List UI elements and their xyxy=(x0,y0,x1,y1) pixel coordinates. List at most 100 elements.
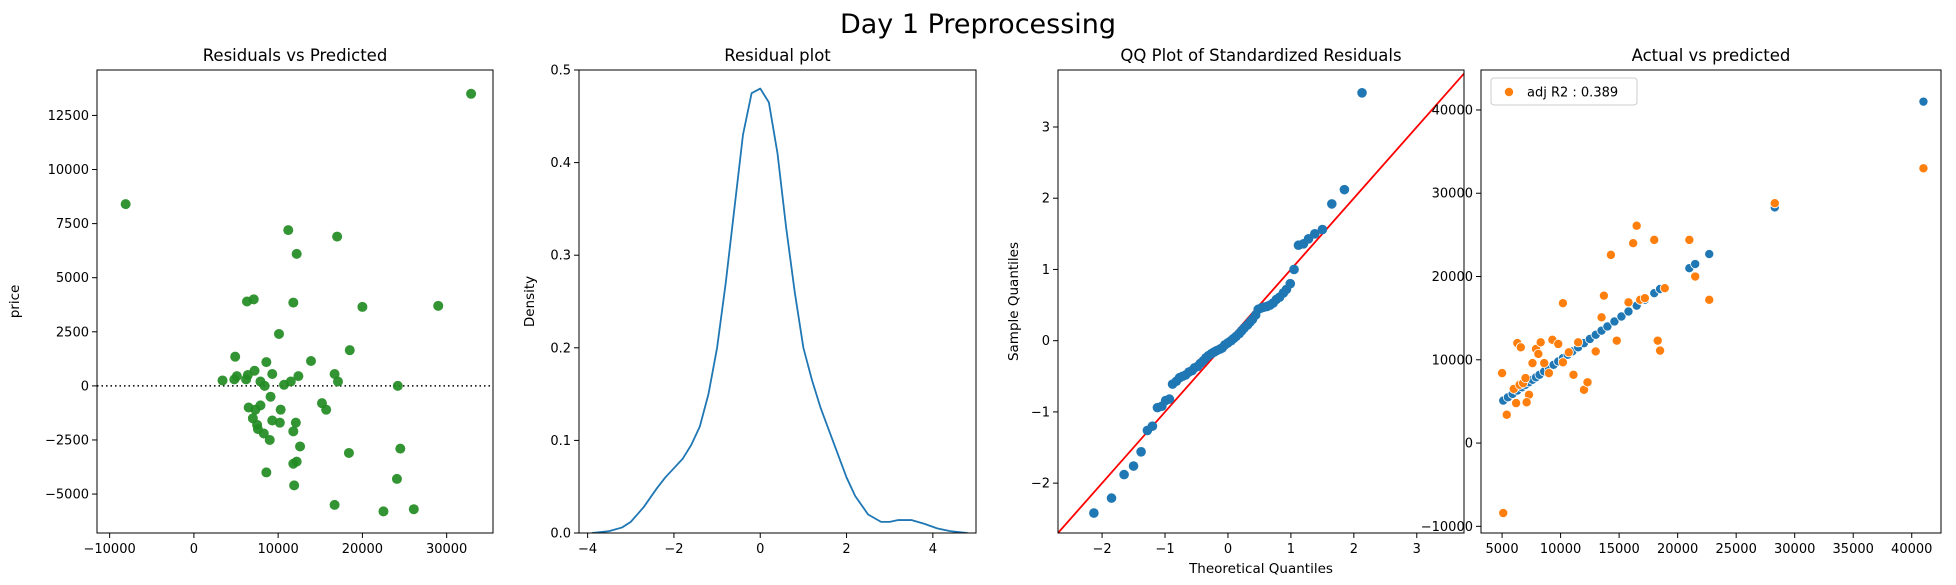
predicted-point xyxy=(1497,368,1508,379)
y-tick-label: 5000 xyxy=(56,271,89,286)
residual-point xyxy=(283,225,294,236)
predicted-point xyxy=(1582,377,1593,388)
residual-point xyxy=(265,391,276,402)
axes-frame xyxy=(96,69,494,534)
plot-area xyxy=(1058,72,1464,533)
residual-point xyxy=(255,400,266,411)
panel-actual-vs-predicted: 5000 10000 15000 20000 25000 30000 35000 40000 −… xyxy=(1421,46,1942,557)
residual-point xyxy=(248,294,259,305)
residual-point xyxy=(321,404,332,415)
y-axis-label: Sample Quantiles xyxy=(1006,242,1022,361)
x-tick-label: 20000 xyxy=(1657,542,1698,557)
residual-point xyxy=(241,374,252,385)
y-tick-label: 2500 xyxy=(56,325,89,340)
x-tick-label: 30000 xyxy=(1774,542,1815,557)
residual-point xyxy=(391,473,402,484)
x-tick-label: −4 xyxy=(578,542,597,557)
predicted-point xyxy=(1649,234,1660,245)
residual-point xyxy=(357,301,368,312)
predicted-point xyxy=(1520,373,1531,384)
legend-box xyxy=(1490,77,1638,106)
predicted-point xyxy=(1533,348,1544,359)
residual-point xyxy=(288,426,299,437)
axes-frame xyxy=(1480,69,1942,534)
residual-point xyxy=(291,248,302,259)
x-tick-label: 2 xyxy=(842,542,850,557)
residual-point xyxy=(290,417,301,428)
qq-point xyxy=(1317,224,1328,235)
predicted-point xyxy=(1659,283,1670,294)
y-tick-label: 0.4 xyxy=(550,156,571,171)
y-tick-label: 10000 xyxy=(1432,353,1473,368)
qq-point xyxy=(1089,508,1099,518)
y-tick-label: 12500 xyxy=(48,109,89,124)
y-tick-label: 30000 xyxy=(1432,187,1473,202)
qq-point xyxy=(1339,184,1350,195)
plot-area xyxy=(591,87,968,533)
legend-marker xyxy=(1504,87,1515,98)
qq-point xyxy=(1106,493,1117,503)
residual-point xyxy=(392,380,403,391)
predicted-point xyxy=(1573,337,1584,348)
residual-point xyxy=(258,428,269,439)
predicted-point xyxy=(1704,294,1715,305)
residual-point xyxy=(289,480,300,491)
residual-point xyxy=(433,300,444,311)
x-tick-label: 20000 xyxy=(342,542,383,557)
predicted-point xyxy=(1652,335,1663,346)
residual-point xyxy=(249,365,260,376)
qq-point xyxy=(1128,461,1139,471)
predicted-point xyxy=(1611,335,1622,346)
predicted-point xyxy=(1590,346,1601,357)
y-tick-label: 0 xyxy=(81,379,89,394)
predicted-point xyxy=(1498,508,1509,519)
residual-point xyxy=(267,368,278,379)
y-tick-label: 7500 xyxy=(56,217,89,232)
residual-point xyxy=(217,375,228,386)
actual-point xyxy=(1602,321,1613,332)
panel-residual-density: −4 −2 0 2 4 0.0 0.1 0.2 0.3 0.4 0.5 Residual plot De… xyxy=(522,46,977,557)
predicted-point xyxy=(1769,198,1780,209)
x-tick-label: −10000 xyxy=(84,542,136,557)
predicted-point xyxy=(1596,312,1607,323)
qq-point xyxy=(1164,394,1175,404)
predicted-point xyxy=(1690,271,1701,282)
residual-point xyxy=(259,380,270,391)
residual-point xyxy=(231,371,242,382)
plot-area xyxy=(97,88,493,517)
residual-point xyxy=(306,355,317,366)
x-tick-label: 35000 xyxy=(1833,542,1874,557)
qq-point xyxy=(1147,421,1158,431)
x-tick-label: 1 xyxy=(1287,542,1295,557)
panel-title: Residual plot xyxy=(724,46,831,65)
y-axis-label: Density xyxy=(522,276,538,327)
x-tick-label: 0 xyxy=(756,542,764,557)
legend-label: adj R2 : 0.389 xyxy=(1527,86,1618,101)
y-tick-label: 0 xyxy=(1042,334,1050,349)
qq-point xyxy=(1310,229,1320,239)
residual-point xyxy=(261,357,272,368)
predicted-point xyxy=(1631,220,1642,231)
predicted-point xyxy=(1515,342,1526,353)
predicted-point xyxy=(1511,398,1522,409)
residual-point xyxy=(466,88,477,99)
residual-point xyxy=(343,447,354,458)
predicted-point xyxy=(1568,369,1579,380)
predicted-point xyxy=(1563,347,1574,358)
x-tick-label: 15000 xyxy=(1598,542,1639,557)
residual-point xyxy=(293,371,304,382)
x-tick-label: 4 xyxy=(929,542,937,557)
density-line xyxy=(591,87,968,533)
actual-point xyxy=(1704,249,1715,260)
panel-title: Actual vs predicted xyxy=(1632,46,1791,65)
predicted-point xyxy=(1598,290,1609,301)
predicted-point xyxy=(1521,397,1532,408)
y-tick-label: 0 xyxy=(1465,437,1473,452)
qq-point xyxy=(1357,87,1367,98)
y-tick-label: 0.2 xyxy=(550,341,571,356)
panel-qq-plot: −2 −1 0 1 2 3 −2 −1 0 1 2 3 QQ Plot of Standardized … xyxy=(1006,46,1465,577)
panel-title: QQ Plot of Standardized Residuals xyxy=(1120,46,1401,65)
x-tick-label: −2 xyxy=(664,542,683,557)
predicted-point xyxy=(1501,409,1512,420)
